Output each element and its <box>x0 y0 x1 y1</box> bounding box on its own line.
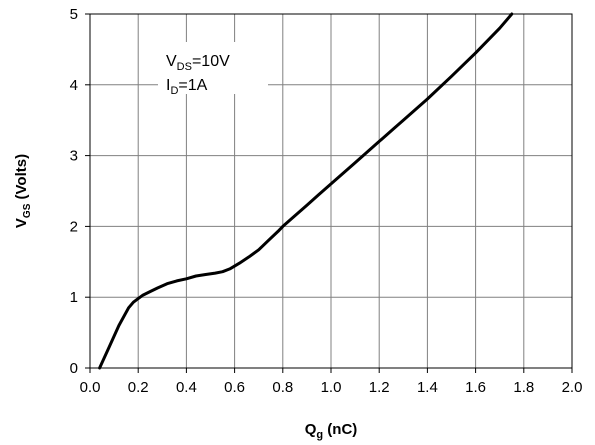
y-axis-title-main: V <box>13 218 30 228</box>
annotation-vds: VDS=10V <box>166 53 230 73</box>
plot-series <box>98 12 514 370</box>
x-tick-label: 1.8 <box>513 379 534 396</box>
y-axis-title: VGS (Volts) <box>13 154 33 228</box>
annotation-vds-sub: DS <box>177 61 192 73</box>
x-tick-label: 0.6 <box>224 379 245 396</box>
y-tick-label: 0 <box>70 360 78 377</box>
annotation-id: ID=1A <box>166 77 208 97</box>
x-tick-label: 0.2 <box>128 379 149 396</box>
x-tick-label: 1.0 <box>321 379 342 396</box>
tick-labels: 0.0 0.2 0.4 0.6 0.8 1.0 1.2 1.4 1.6 1.8 2.0 0 1 2 3 4 5 <box>70 6 583 396</box>
x-tick-label: 0.0 <box>80 379 101 396</box>
y-tick-label: 5 <box>70 6 78 23</box>
y-tick-label: 1 <box>70 289 78 306</box>
x-tick-label: 0.8 <box>272 379 293 396</box>
y-tick-label: 2 <box>70 218 78 235</box>
annotation-id-main: I <box>166 77 170 94</box>
x-tick-label: 0.4 <box>176 379 197 396</box>
annotation-vds-rest: =10V <box>192 53 230 70</box>
x-axis-title-rest: (nC) <box>323 421 357 438</box>
series-line <box>98 12 514 370</box>
x-tick-label: 1.4 <box>417 379 438 396</box>
annotation-background <box>158 42 268 94</box>
x-axis-title-main: Q <box>305 421 317 438</box>
x-tick-label: 1.6 <box>465 379 486 396</box>
x-tick-label: 2.0 <box>562 379 583 396</box>
annotation-vds-main: V <box>166 53 177 70</box>
y-axis-title-rest: (Volts) <box>13 154 30 204</box>
y-tick-label: 4 <box>70 77 78 94</box>
annotation-id-rest: =1A <box>178 77 207 94</box>
x-tick-label: 1.2 <box>369 379 390 396</box>
x-axis-title-sub: g <box>316 429 323 441</box>
axis-ticks <box>85 13 573 373</box>
y-axis-title-sub: GS <box>22 203 33 218</box>
x-axis-title: Qg (nC) <box>305 421 358 441</box>
y-tick-label: 3 <box>70 148 78 165</box>
annotation-id-sub: D <box>170 85 178 97</box>
